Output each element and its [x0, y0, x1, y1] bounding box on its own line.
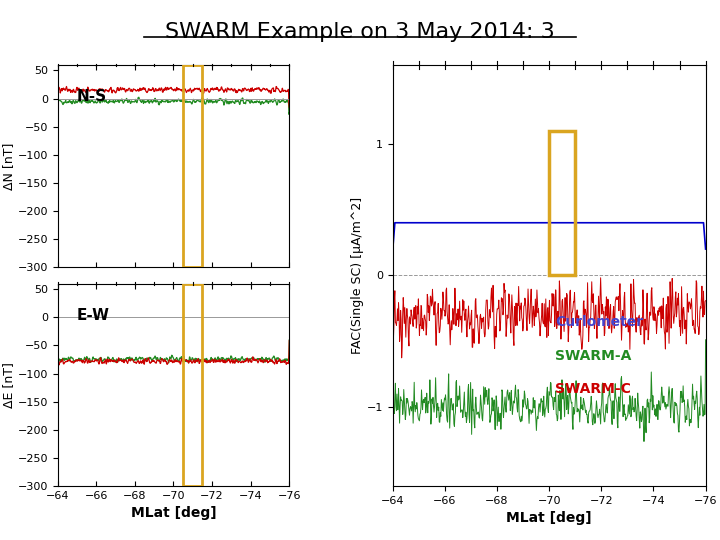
Bar	[183, 65, 202, 267]
Text: N-S: N-S	[76, 89, 107, 104]
Text: Curlometer: Curlometer	[555, 315, 644, 329]
Bar	[549, 131, 575, 275]
Text: SWARM-C: SWARM-C	[555, 382, 631, 396]
Y-axis label: ΔN [nT]: ΔN [nT]	[1, 143, 14, 190]
Y-axis label: ΔE [nT]: ΔE [nT]	[1, 362, 14, 408]
Text: SWARM Example on 3 May 2014: 3: SWARM Example on 3 May 2014: 3	[165, 22, 555, 42]
X-axis label: MLat [deg]: MLat [deg]	[130, 507, 216, 521]
Text: SWARM-A: SWARM-A	[555, 349, 632, 363]
Y-axis label: FAC(Single SC) [μA/m^2]: FAC(Single SC) [μA/m^2]	[351, 197, 364, 354]
Bar	[183, 284, 202, 486]
X-axis label: MLat [deg]: MLat [deg]	[506, 511, 592, 525]
Text: E-W: E-W	[76, 308, 109, 323]
